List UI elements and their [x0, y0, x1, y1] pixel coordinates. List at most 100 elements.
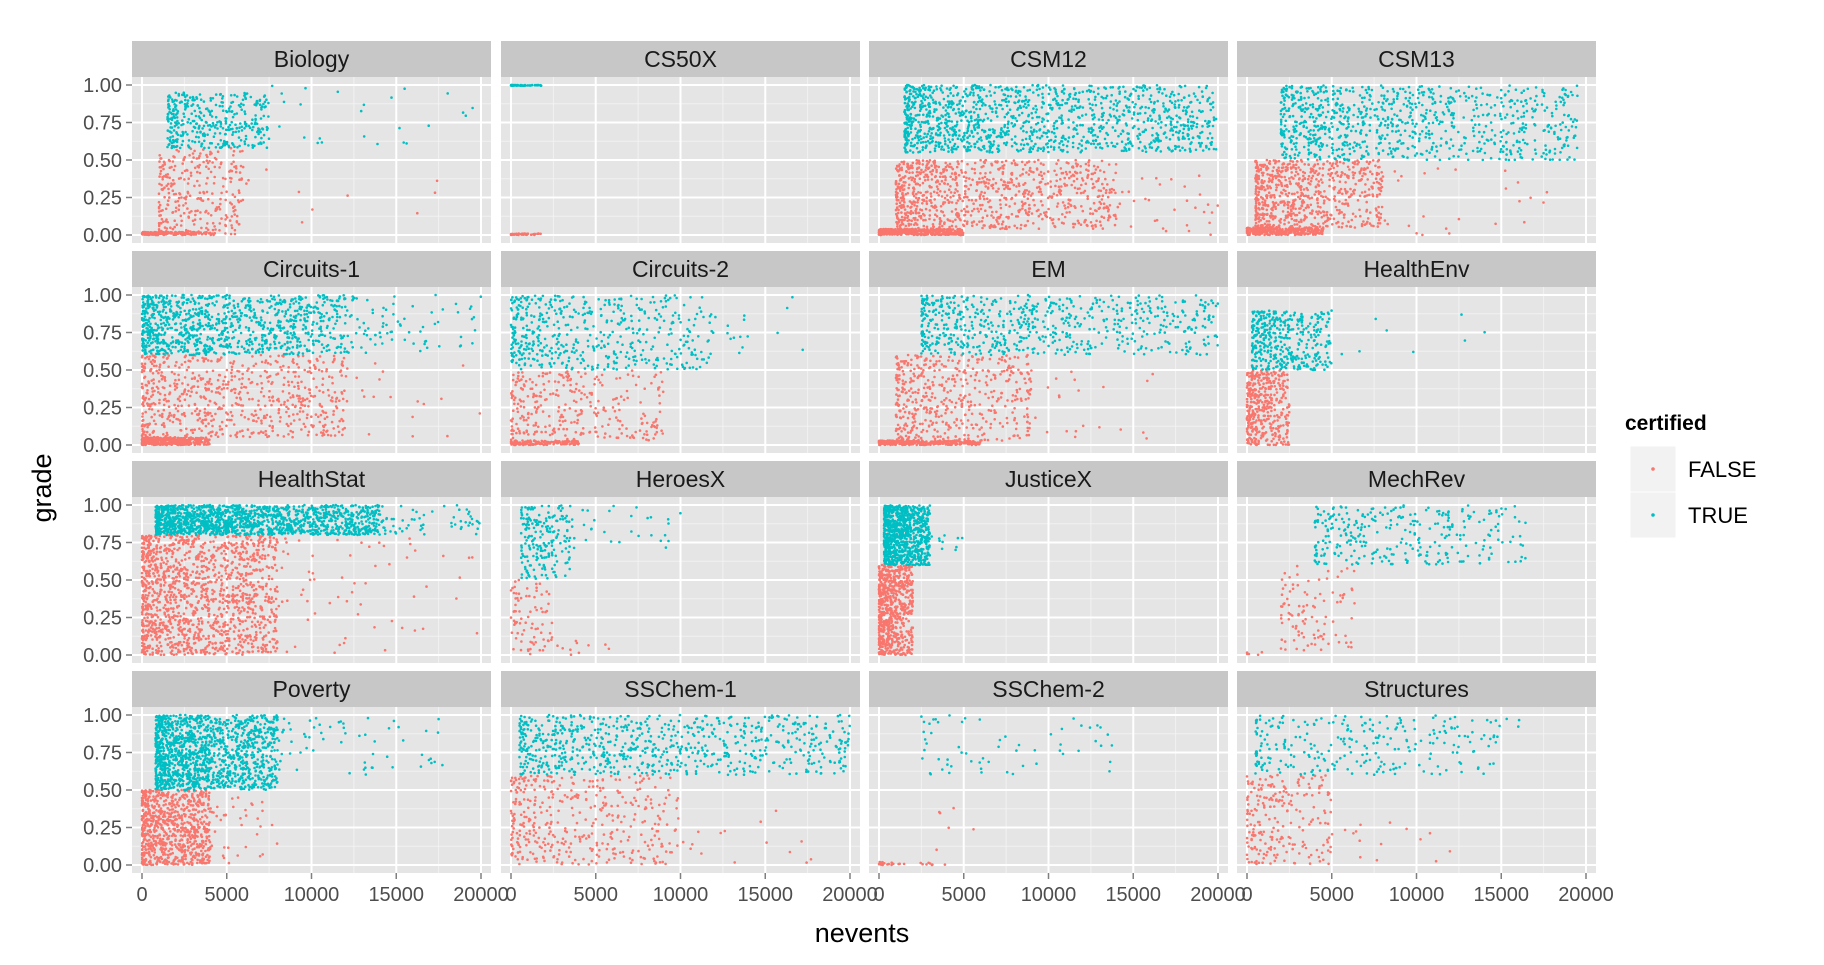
point-true: [200, 98, 203, 101]
point-false: [1186, 224, 1189, 227]
point-true: [251, 118, 254, 121]
point-true: [1091, 104, 1094, 107]
point-false: [1303, 195, 1306, 198]
point-true: [1020, 127, 1023, 130]
point-true: [1042, 146, 1045, 149]
point-true: [913, 87, 916, 90]
point-true: [1198, 109, 1201, 112]
point-false: [936, 192, 939, 195]
point-false: [886, 230, 889, 233]
point-true: [980, 149, 983, 152]
point-true: [1125, 143, 1128, 146]
point-false: [1094, 209, 1097, 212]
point-false: [1333, 218, 1336, 221]
point-false: [917, 183, 920, 186]
point-false: [1280, 218, 1283, 221]
point-true: [1081, 124, 1084, 127]
point-true: [1192, 121, 1195, 124]
point-false: [530, 233, 533, 236]
point-true: [1204, 120, 1207, 123]
point-true: [1041, 120, 1044, 123]
point-false: [949, 220, 952, 223]
point-false: [948, 226, 951, 229]
point-false: [198, 155, 201, 158]
point-false: [1257, 224, 1260, 227]
point-false: [230, 163, 233, 166]
point-true: [1436, 119, 1439, 122]
point-false: [213, 182, 216, 185]
point-true: [209, 97, 212, 100]
point-true: [946, 125, 949, 128]
point-true: [236, 112, 239, 115]
point-false: [178, 204, 181, 207]
point-false: [933, 191, 936, 194]
point-false: [921, 163, 924, 166]
point-true: [229, 124, 232, 127]
point-false: [1080, 184, 1083, 187]
point-true: [1004, 88, 1007, 91]
point-false: [240, 165, 243, 168]
point-false: [1271, 181, 1274, 184]
point-false: [1105, 192, 1108, 195]
point-false: [1361, 191, 1364, 194]
point-false: [1266, 159, 1269, 162]
point-false: [194, 167, 197, 170]
point-false: [942, 211, 945, 214]
point-false: [943, 221, 946, 224]
point-true: [922, 114, 925, 117]
point-false: [922, 159, 925, 162]
point-false: [1257, 182, 1260, 185]
point-false: [179, 193, 182, 196]
point-false: [1454, 168, 1457, 171]
point-true: [916, 134, 919, 137]
point-false: [1001, 194, 1004, 197]
point-true: [1315, 117, 1318, 120]
point-false: [914, 201, 917, 204]
point-false: [975, 199, 978, 202]
point-true: [1041, 106, 1044, 109]
point-false: [952, 195, 955, 198]
point-true: [1331, 137, 1334, 140]
point-true: [1025, 106, 1028, 109]
point-false: [911, 233, 914, 236]
point-false: [218, 229, 221, 232]
point-false: [1255, 205, 1258, 208]
point-true: [1555, 108, 1558, 111]
point-true: [944, 114, 947, 117]
point-true: [1041, 117, 1044, 120]
point-false: [1021, 207, 1024, 210]
point-false: [1011, 162, 1014, 165]
point-true: [1409, 106, 1412, 109]
point-false: [946, 231, 949, 234]
point-true: [1110, 142, 1113, 145]
point-false: [1323, 190, 1326, 193]
point-false: [1359, 195, 1362, 198]
point-true: [1198, 137, 1201, 140]
point-false: [1379, 216, 1382, 219]
point-false: [238, 189, 241, 192]
point-true: [240, 139, 243, 142]
point-true: [1067, 118, 1070, 121]
point-false: [1313, 193, 1316, 196]
point-true: [1006, 141, 1009, 144]
point-true: [1509, 106, 1512, 109]
point-true: [1023, 144, 1026, 147]
point-true: [997, 148, 1000, 151]
point-true: [1054, 98, 1057, 101]
point-false: [916, 205, 919, 208]
point-true: [177, 134, 180, 137]
point-true: [928, 115, 931, 118]
point-true: [540, 84, 543, 87]
point-true: [940, 122, 943, 125]
point-true: [903, 146, 906, 149]
point-true: [1151, 127, 1154, 130]
point-false: [905, 214, 908, 217]
point-true: [906, 127, 909, 130]
point-true: [959, 112, 962, 115]
point-false: [1031, 212, 1034, 215]
point-false: [162, 188, 165, 191]
point-false: [211, 161, 214, 164]
point-false: [1076, 172, 1079, 175]
point-false: [160, 222, 163, 225]
point-false: [1371, 186, 1374, 189]
